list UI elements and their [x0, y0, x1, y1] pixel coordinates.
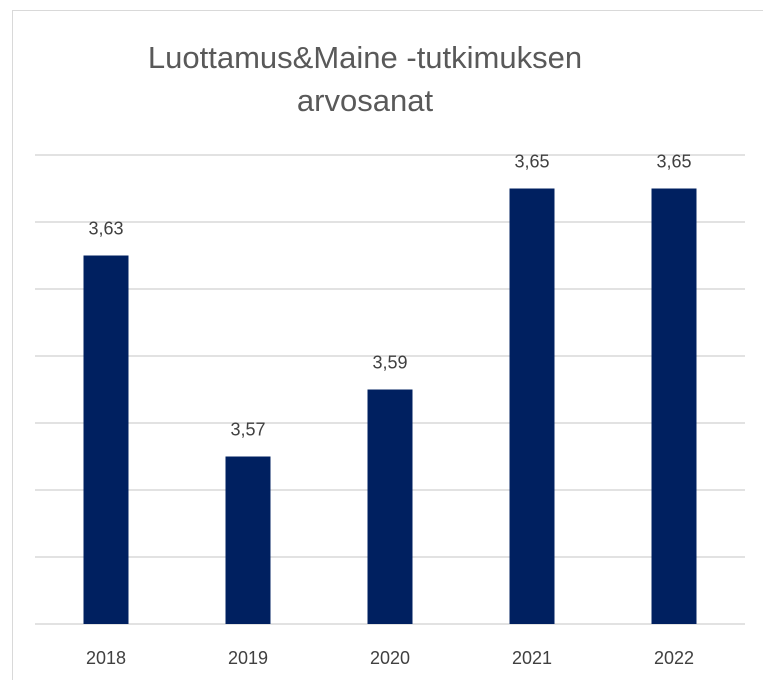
- bar: [225, 456, 271, 624]
- chart-title: Luottamus&Maine -tutkimuksen arvosanat: [147, 40, 583, 118]
- bar: [367, 389, 413, 624]
- bar: [509, 188, 555, 624]
- data-label: 3,65: [656, 151, 691, 171]
- bar: [651, 188, 697, 624]
- x-tick-label: 2022: [654, 648, 694, 668]
- x-tick-label: 2019: [228, 648, 268, 668]
- data-label: 3,59: [372, 352, 407, 372]
- bar: [83, 255, 129, 624]
- x-tick-label: 2020: [370, 648, 410, 668]
- x-tick-label: 2018: [86, 648, 126, 668]
- data-label: 3,65: [514, 151, 549, 171]
- x-tick-label: 2021: [512, 648, 552, 668]
- data-label: 3,57: [230, 419, 265, 439]
- chart-frame: [12, 10, 763, 680]
- data-label: 3,63: [88, 218, 123, 238]
